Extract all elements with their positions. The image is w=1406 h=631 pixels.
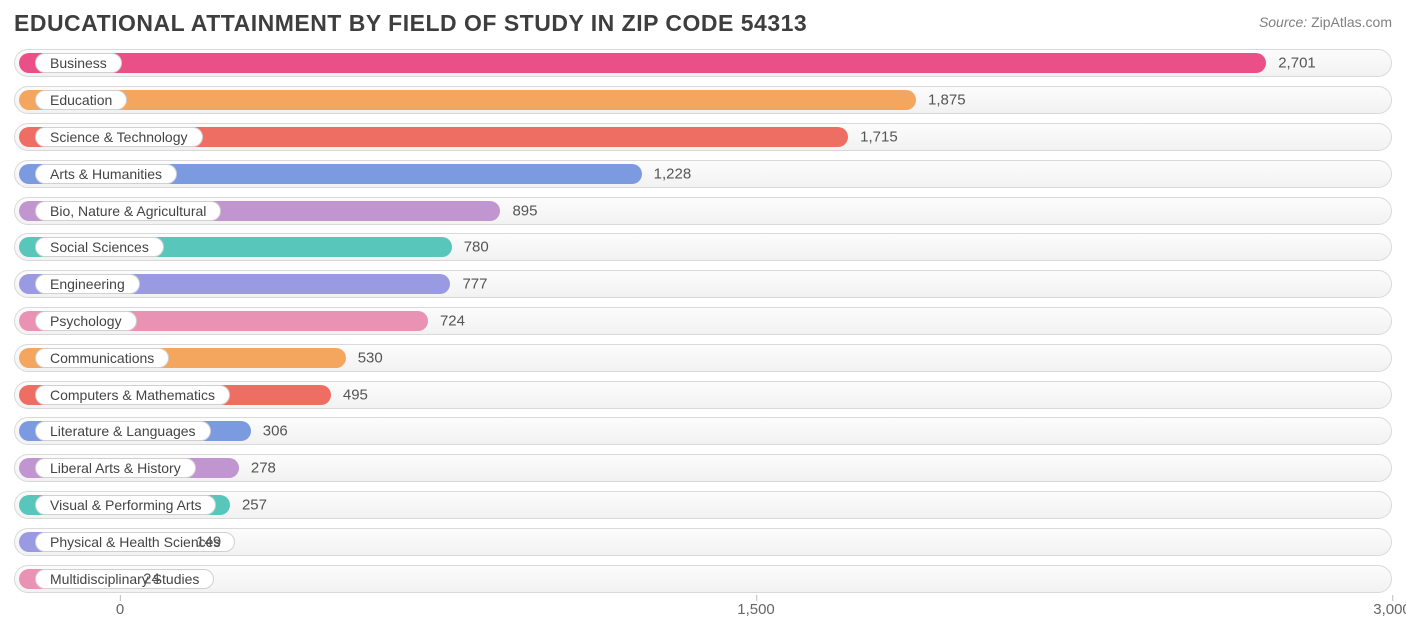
source-value: ZipAtlas.com [1311,14,1392,30]
category-pill: Psychology [35,311,137,331]
bar-row: Business 2,701 [14,45,1392,82]
bar-row: Bio, Nature & Agricultural 895 [14,192,1392,229]
value-label: 777 [462,276,487,293]
bar-row: Communications 530 [14,339,1392,376]
value-label: 306 [263,423,288,440]
bar-row: Visual & Performing Arts 257 [14,487,1392,524]
x-tick-label: 3,000 [1373,601,1406,618]
value-label: 530 [358,349,383,366]
chart-title: EDUCATIONAL ATTAINMENT BY FIELD OF STUDY… [14,10,807,37]
chart-source: Source: ZipAtlas.com [1259,10,1392,30]
value-label: 24 [143,570,160,587]
value-label: 257 [242,496,267,513]
bar-track: Multidisciplinary Studies24 [14,565,1392,593]
bar-track: Communications 530 [14,344,1392,372]
category-pill: Liberal Arts & History [35,458,196,478]
value-label: 1,715 [860,128,898,145]
bar-row: Engineering 777 [14,266,1392,303]
bar-row: Science & Technology 1,715 [14,119,1392,156]
value-label: 149 [196,533,221,550]
category-pill: Business [35,53,122,73]
bar-row: Psychology 724 [14,303,1392,340]
bar-track: Physical & Health Sciences149 [14,528,1392,556]
bar-track: Science & Technology 1,715 [14,123,1392,151]
bar-row: Literature & Languages 306 [14,413,1392,450]
value-label: 1,875 [928,92,966,109]
value-label: 780 [464,239,489,256]
chart-header: EDUCATIONAL ATTAINMENT BY FIELD OF STUDY… [14,10,1392,45]
bar-track: Liberal Arts & History 278 [14,454,1392,482]
bar-row: Physical & Health Sciences149 [14,523,1392,560]
category-pill: Social Sciences [35,237,164,257]
bar [19,53,1266,73]
value-label: 495 [343,386,368,403]
x-tick-line [1392,595,1393,601]
value-label: 1,228 [654,165,692,182]
value-label: 724 [440,312,465,329]
category-pill: Multidisciplinary Studies [35,569,214,589]
category-pill: Literature & Languages [35,421,211,441]
bar-track: Business 2,701 [14,49,1392,77]
x-tick: 1,500 [737,601,775,618]
x-tick-label: 0 [116,601,124,618]
chart-area: Business 2,701 Education 1,875 Science & Tec… [14,45,1392,631]
bar-track: Bio, Nature & Agricultural 895 [14,197,1392,225]
category-pill: Education [35,90,127,110]
category-pill: Engineering [35,274,140,294]
bar-rows: Business 2,701 Education 1,875 Science & Tec… [14,45,1392,597]
bar-track: Psychology 724 [14,307,1392,335]
value-label: 2,701 [1278,55,1316,72]
x-tick: 0 [116,601,124,618]
category-pill: Bio, Nature & Agricultural [35,201,221,221]
bar-track: Arts & Humanities 1,228 [14,160,1392,188]
bar-row: Social Sciences 780 [14,229,1392,266]
bar-track: Engineering 777 [14,270,1392,298]
category-pill: Communications [35,348,169,368]
x-tick-label: 1,500 [737,601,775,618]
x-tick: 3,000 [1373,601,1406,618]
bar-row: Liberal Arts & History 278 [14,450,1392,487]
bar-track: Visual & Performing Arts 257 [14,491,1392,519]
category-pill: Visual & Performing Arts [35,495,216,515]
x-tick-line [756,595,757,601]
bar [19,90,916,110]
category-pill: Computers & Mathematics [35,385,230,405]
x-tick-line [120,595,121,601]
bar-row: Computers & Mathematics 495 [14,376,1392,413]
bar-row: Arts & Humanities 1,228 [14,155,1392,192]
value-label: 895 [512,202,537,219]
bar-row: Education 1,875 [14,82,1392,119]
category-pill: Science & Technology [35,127,203,147]
bar-track: Literature & Languages 306 [14,417,1392,445]
source-label: Source: [1259,14,1307,30]
bar-row: Multidisciplinary Studies24 [14,560,1392,597]
value-label: 278 [251,460,276,477]
bar-track: Computers & Mathematics 495 [14,381,1392,409]
category-pill: Arts & Humanities [35,164,177,184]
x-axis: 01,5003,000 [14,601,1392,631]
bar-track: Education 1,875 [14,86,1392,114]
bar-track: Social Sciences 780 [14,233,1392,261]
